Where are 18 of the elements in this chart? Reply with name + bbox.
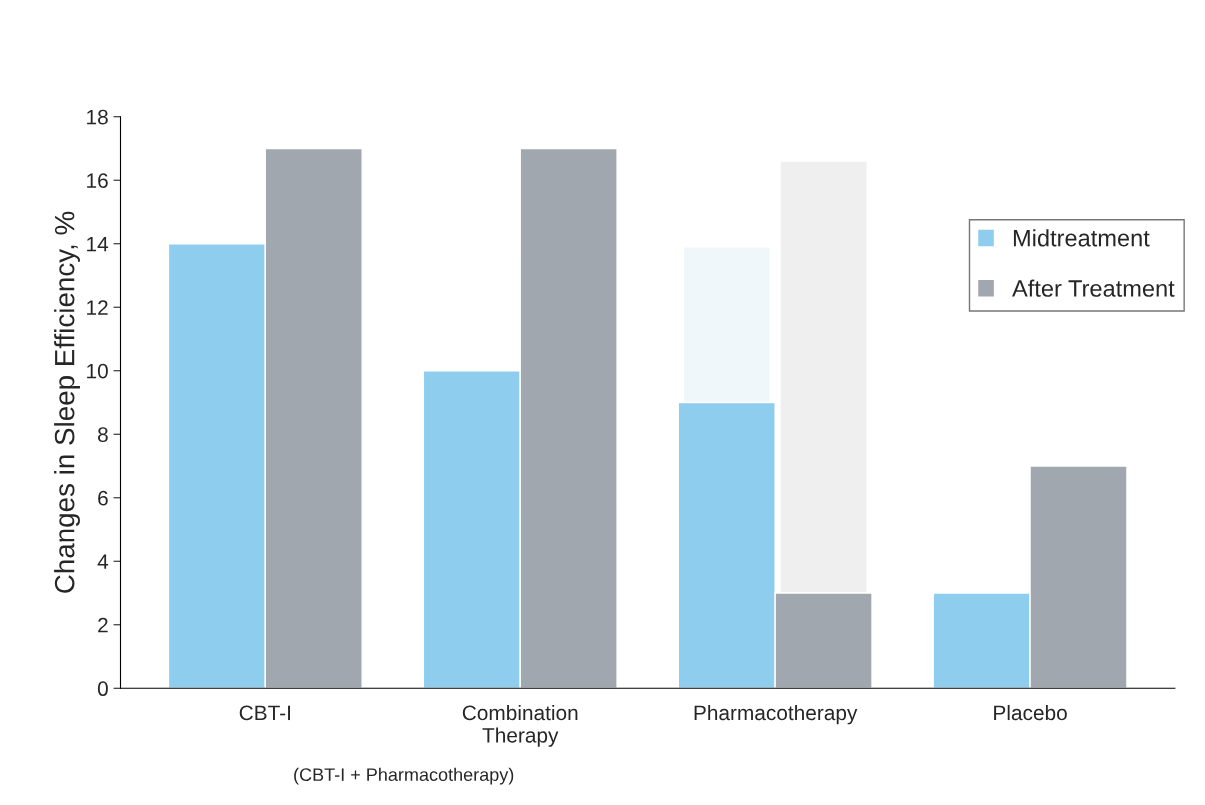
legend-label: After Treatment [1012,279,1175,297]
x-tick-label: Placebo [994,704,1067,721]
y-tick-label: 4 [97,554,109,569]
y-tick-label: 10 [87,363,108,379]
x-tick-label: Combination Therapy [462,704,578,747]
y-tick-label: 18 [87,109,108,125]
x-tick-label: CBT-I [239,705,290,721]
x-tick-label: Pharmacotherapy [694,704,858,725]
y-tick-label: 2 [98,617,108,633]
y-tick-label: 14 [87,236,109,252]
y-axis-title: Changes in Sleep Efficiency, % [54,211,80,593]
y-tick-label: 16 [87,173,108,188]
y-tick-label: 12 [87,300,108,315]
legend-label: Midtreatment [1013,229,1150,247]
y-tick-label: 0 [97,681,108,697]
y-tick-label: 6 [98,490,108,506]
y-tick-label: 8 [98,427,108,443]
text: (CBT-I + Pharmacotherapy) [294,767,514,785]
